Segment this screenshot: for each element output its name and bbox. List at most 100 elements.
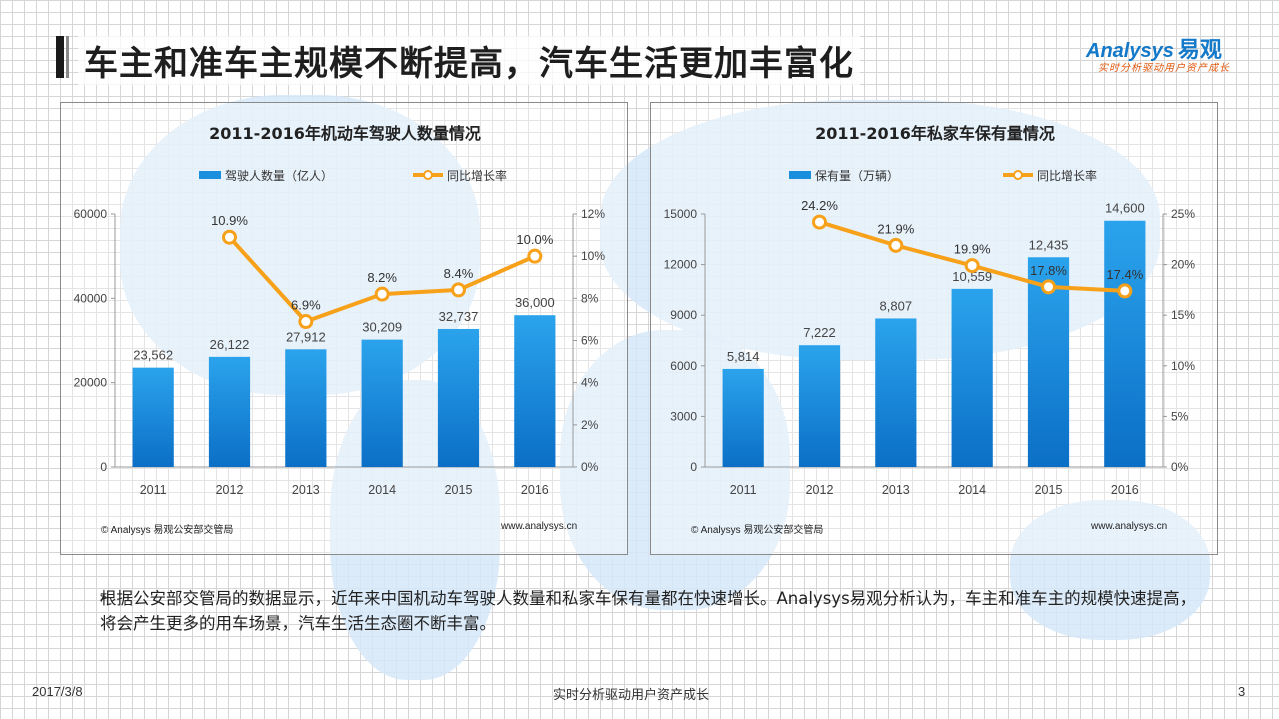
y-tick-label: 6000 <box>670 359 697 373</box>
x-tick-label: 2011 <box>140 483 167 497</box>
footer-date: 2017/3/8 <box>32 684 83 699</box>
legend-label-bar: 保有量（万辆） <box>815 169 899 183</box>
y-tick-label: 60000 <box>74 207 108 221</box>
bar-value-label: 7,222 <box>803 325 836 340</box>
y2-tick-label: 5% <box>1171 409 1189 423</box>
y2-tick-label: 2% <box>581 418 599 432</box>
y2-tick-label: 20% <box>1171 258 1195 272</box>
x-tick-label: 2015 <box>1035 483 1063 497</box>
bar-value-label: 36,000 <box>515 295 555 310</box>
bar <box>798 345 841 467</box>
bar <box>208 356 251 467</box>
growth-rate-point <box>451 282 466 298</box>
y2-tick-label: 10% <box>581 249 605 263</box>
growth-rate-label: 10.0% <box>516 232 553 247</box>
summary-text: 根据公安部交管局的数据显示，近年来中国机动车驾驶人数量和私家车保有量都在快速增长… <box>100 589 1197 633</box>
page-title: 车主和准车主规模不断提高，汽车生活更加丰富化 <box>78 36 860 85</box>
chart-title: 2011-2016年机动车驾驶人数量情况 <box>209 124 481 143</box>
legend-label-bar: 驾驶人数量（亿人） <box>225 168 333 183</box>
legend-label-line: 同比增长率 <box>447 168 507 183</box>
y2-tick-label: 6% <box>581 334 599 348</box>
y-tick-label: 12000 <box>664 258 698 272</box>
map-continent-australia <box>1010 500 1210 640</box>
legend-marker-line <box>1013 170 1023 180</box>
x-tick-label: 2014 <box>958 483 986 497</box>
growth-rate-label: 19.9% <box>954 242 991 257</box>
growth-rate-label: 8.2% <box>367 270 397 285</box>
growth-rate-point <box>888 237 904 253</box>
x-tick-label: 2013 <box>882 483 910 497</box>
legend-label-line: 同比增长率 <box>1037 168 1097 183</box>
growth-rate-point <box>1041 279 1056 295</box>
x-tick-label: 2016 <box>521 483 549 497</box>
growth-rate-point <box>374 286 390 302</box>
y-tick-label: 0 <box>690 460 697 474</box>
growth-rate-label: 6.9% <box>291 298 321 313</box>
chart-website: www.analysys.cn <box>501 521 578 532</box>
legend-swatch-bar <box>199 171 221 179</box>
x-tick-label: 2012 <box>806 483 834 497</box>
bar <box>1104 220 1146 467</box>
bar-value-label: 23,562 <box>133 348 173 363</box>
chart-panel-drivers: 2011-2016年机动车驾驶人数量情况驾驶人数量（亿人） 同比增长率 0 20000… <box>60 102 628 555</box>
map-continent-north-america <box>120 95 480 395</box>
chart-source: © Analysys 易观公安部交管局 <box>101 525 234 536</box>
y2-tick-label: 25% <box>1171 207 1195 221</box>
y2-tick-label: 10% <box>1171 359 1195 373</box>
y2-tick-label: 4% <box>581 376 599 390</box>
y-tick-label: 3000 <box>670 409 697 423</box>
y2-tick-label: 0% <box>1171 460 1189 474</box>
chart-source: © Analysys 易观公安部交管局 <box>691 525 824 536</box>
y2-tick-label: 8% <box>581 291 599 305</box>
growth-rate-point <box>812 214 827 230</box>
logo-brand-cn: 易观 <box>1177 37 1222 62</box>
bar <box>875 318 917 467</box>
bar <box>722 368 764 467</box>
bar-value-label: 12,435 <box>1029 237 1069 252</box>
growth-rate-point <box>964 258 980 274</box>
growth-rate-label: 10.9% <box>211 213 248 228</box>
y-tick-label: 9000 <box>670 308 697 322</box>
growth-rate-label: 24.2% <box>801 198 838 213</box>
bar-value-label: 32,737 <box>439 309 479 324</box>
chart-title: 2011-2016年私家车保有量情况 <box>815 124 1055 143</box>
bar <box>285 349 327 467</box>
bar-value-label: 10,559 <box>952 269 992 284</box>
arrow-bullet-icon: ➢ <box>98 589 110 605</box>
legend-marker-line <box>423 170 433 180</box>
growth-rate-point <box>1117 283 1133 299</box>
growth-rate-label: 17.8% <box>1030 263 1067 278</box>
footer-center: 实时分析驱动用户资产成长 <box>553 687 710 702</box>
x-tick-label: 2014 <box>368 483 396 497</box>
growth-rate-label: 17.4% <box>1106 267 1143 282</box>
bar <box>437 328 480 467</box>
bar <box>514 315 556 467</box>
y2-tick-label: 0% <box>581 460 599 474</box>
bar-value-label: 5,814 <box>727 349 760 364</box>
title-accent-bar <box>56 36 69 78</box>
chart-panel-private-cars: 2011-2016年私家车保有量情况保有量（万辆） 同比增长率 0 3000 6000 9… <box>650 102 1218 555</box>
chart-website: www.analysys.cn <box>1091 521 1168 532</box>
y-tick-label: 40000 <box>74 291 108 305</box>
bar-value-label: 8,807 <box>880 298 913 313</box>
x-tick-label: 2015 <box>445 483 473 497</box>
growth-rate-label: 8.4% <box>444 266 474 281</box>
y-tick-label: 0 <box>100 460 107 474</box>
bar-value-label: 27,912 <box>286 329 326 344</box>
growth-rate-point <box>222 229 237 245</box>
bar <box>361 339 403 467</box>
y-tick-label: 15000 <box>664 207 698 221</box>
analysys-logo: Analysys 易观 实时分析驱动用户资产成长 <box>1086 32 1246 74</box>
y2-tick-label: 15% <box>1171 308 1195 322</box>
growth-rate-point <box>527 248 543 264</box>
footer-page-number: 3 <box>1238 684 1246 699</box>
bar <box>951 288 993 467</box>
bar-value-label: 30,209 <box>362 320 402 335</box>
bar-value-label: 14,600 <box>1105 201 1145 216</box>
logo-tagline: 实时分析驱动用户资产成长 <box>1098 63 1230 74</box>
bar-value-label: 26,122 <box>210 337 250 352</box>
y-tick-label: 20000 <box>74 376 108 390</box>
growth-rate-point <box>298 314 314 330</box>
